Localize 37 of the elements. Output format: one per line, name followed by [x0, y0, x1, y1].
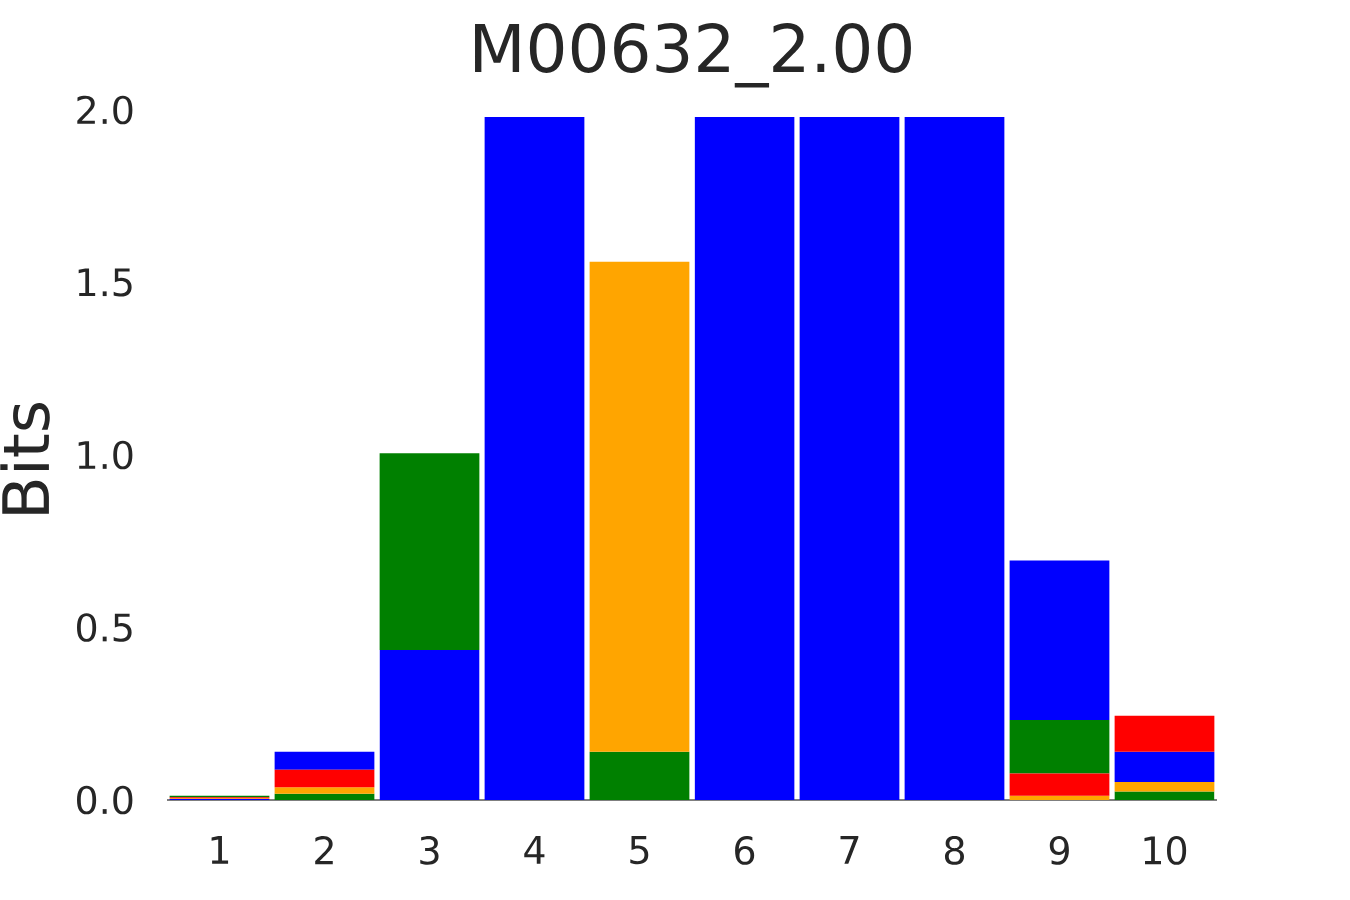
bar [1114, 791, 1215, 800]
bar [1009, 773, 1110, 796]
x-tick-label: 1 [211, 836, 229, 864]
x-tick-label: 3 [420, 836, 439, 865]
bar [379, 453, 480, 650]
bar [799, 116, 900, 800]
x-tick-label: 7 [840, 836, 859, 864]
bar [589, 751, 690, 800]
bar [589, 261, 690, 752]
x-tick-label: 8 [944, 836, 964, 865]
bar [379, 649, 480, 800]
y-tick-label: 1.0 [78, 440, 133, 470]
bar [1114, 782, 1215, 792]
bar [1009, 560, 1110, 720]
x-tick-label: 6 [735, 836, 755, 865]
bar [694, 116, 795, 800]
x-tick-label: 5 [630, 836, 649, 865]
x-tick-label: 9 [1049, 836, 1069, 865]
bar [1114, 715, 1215, 752]
bar [274, 787, 375, 794]
y-axis-title: Bits [0, 403, 50, 514]
bar [1009, 795, 1110, 800]
y-tick-label: 2.0 [77, 95, 133, 125]
bar [904, 116, 1005, 800]
bar [274, 793, 375, 800]
bar [274, 751, 375, 770]
chart-title: M00632_2.00 [475, 23, 911, 88]
y-tick-label: 0.5 [77, 613, 132, 642]
x-tick-label: 2 [315, 836, 333, 865]
y-tick-label: 1.5 [78, 268, 132, 297]
bar [274, 769, 375, 788]
x-tick-label: 4 [524, 836, 545, 864]
bar [1114, 751, 1215, 783]
bar [484, 116, 585, 800]
x-tick-label: 10 [1144, 836, 1187, 865]
bar [1009, 719, 1110, 774]
y-tick-label: 0.0 [77, 785, 133, 815]
